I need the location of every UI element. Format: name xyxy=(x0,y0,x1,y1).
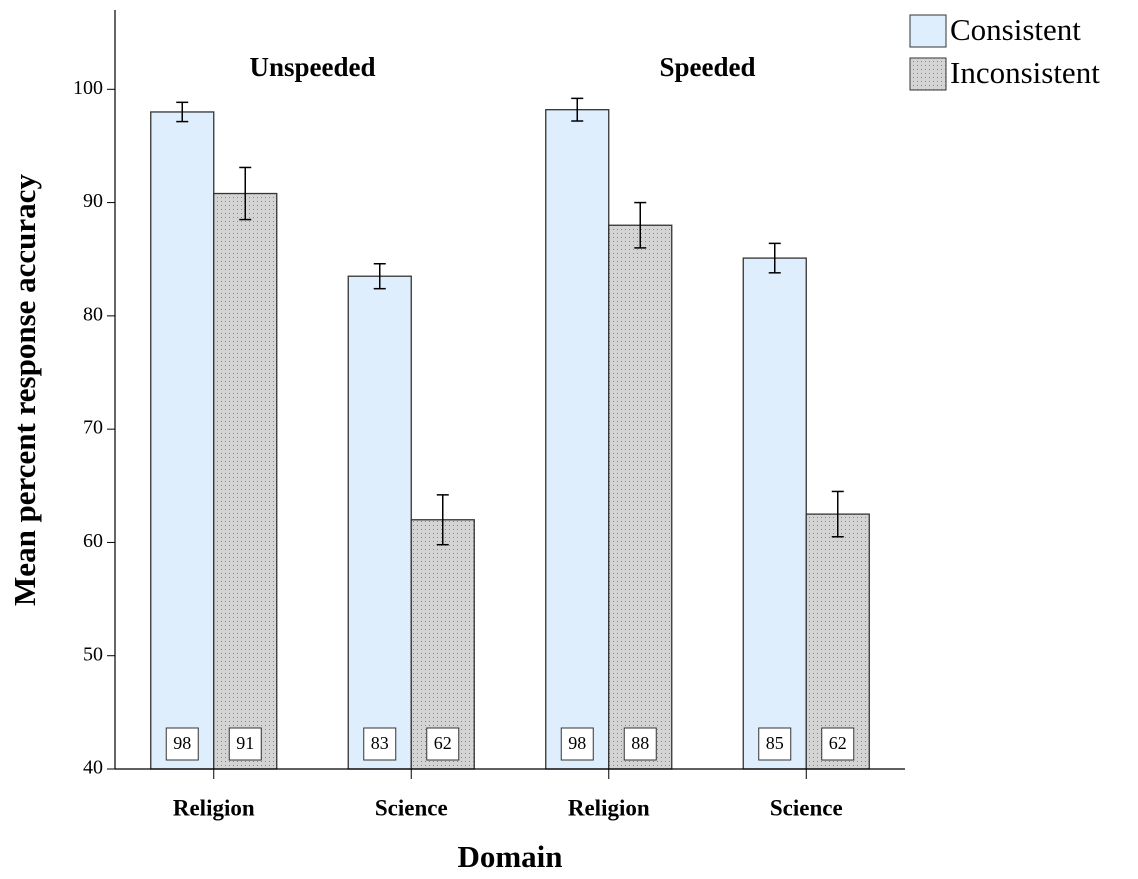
y-tick-label: 100 xyxy=(73,77,103,99)
y-tick-label: 70 xyxy=(83,417,103,439)
value-label: 62 xyxy=(829,733,847,753)
error-bar xyxy=(634,201,647,249)
value-label-box xyxy=(560,727,594,761)
value-label: 88 xyxy=(631,733,649,753)
y-axis-title: Mean percent response accuracy xyxy=(7,174,42,606)
x-axis-title: Domain xyxy=(457,839,562,874)
error-bar xyxy=(831,490,844,538)
bar xyxy=(150,111,215,770)
value-label-box xyxy=(363,727,397,761)
x-tick-label: Religion xyxy=(568,795,650,820)
value-label: 85 xyxy=(766,733,784,753)
y-tick-label: 50 xyxy=(83,643,103,665)
x-tick-label: Religion xyxy=(173,795,255,820)
error-bar xyxy=(239,166,252,221)
value-label-box xyxy=(165,727,199,761)
x-tick-label: Science xyxy=(770,795,843,820)
y-tick-label: 90 xyxy=(83,190,103,212)
bar xyxy=(742,257,807,770)
y-tick-label: 80 xyxy=(83,303,103,325)
bar xyxy=(805,513,870,770)
value-label-box xyxy=(426,727,460,761)
bar xyxy=(545,109,610,770)
error-bar xyxy=(176,101,189,123)
bar xyxy=(347,275,412,770)
error-bar xyxy=(768,242,781,274)
error-bar xyxy=(436,494,449,546)
legend-swatch xyxy=(909,57,947,91)
value-label: 83 xyxy=(371,733,389,753)
bar xyxy=(213,192,278,770)
value-label: 91 xyxy=(236,733,254,753)
value-label-box xyxy=(821,727,855,761)
legend-label: Inconsistent xyxy=(950,55,1100,90)
value-label-box xyxy=(758,727,792,761)
y-tick-label: 60 xyxy=(83,530,103,552)
x-tick-label: Science xyxy=(375,795,448,820)
value-label: 62 xyxy=(434,733,452,753)
panel-title: Unspeeded xyxy=(249,52,375,82)
value-label: 98 xyxy=(568,733,586,753)
panel-title: Speeded xyxy=(659,52,755,82)
error-bar xyxy=(571,97,584,122)
bar xyxy=(410,519,475,770)
legend-label: Consistent xyxy=(950,12,1081,47)
error-bar xyxy=(373,263,386,290)
y-tick-label: 40 xyxy=(83,757,103,779)
value-label: 98 xyxy=(173,733,191,753)
bar xyxy=(608,224,673,770)
legend-swatch xyxy=(909,14,947,48)
value-label-box xyxy=(623,727,657,761)
value-label-box xyxy=(228,727,262,761)
